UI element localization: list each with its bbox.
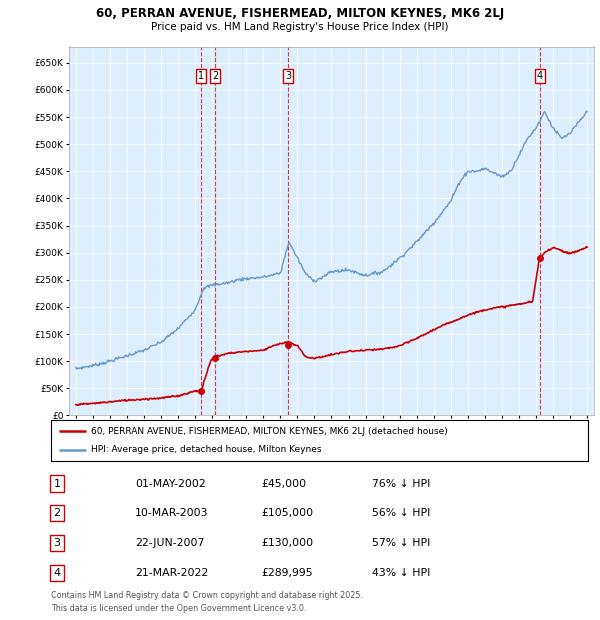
Text: 1: 1 [53,479,61,489]
Text: 4: 4 [536,71,542,81]
Text: 57% ↓ HPI: 57% ↓ HPI [372,538,430,548]
Text: 56% ↓ HPI: 56% ↓ HPI [372,508,430,518]
Text: Contains HM Land Registry data © Crown copyright and database right 2025.: Contains HM Land Registry data © Crown c… [51,590,363,600]
Text: £105,000: £105,000 [261,508,313,518]
Text: 43% ↓ HPI: 43% ↓ HPI [372,568,430,578]
Text: £45,000: £45,000 [261,479,306,489]
Text: 3: 3 [53,538,61,548]
Text: £130,000: £130,000 [261,538,313,548]
Text: 76% ↓ HPI: 76% ↓ HPI [372,479,430,489]
Text: 4: 4 [53,568,61,578]
Text: 21-MAR-2022: 21-MAR-2022 [135,568,208,578]
Text: 2: 2 [53,508,61,518]
Text: 22-JUN-2007: 22-JUN-2007 [135,538,205,548]
Text: Price paid vs. HM Land Registry's House Price Index (HPI): Price paid vs. HM Land Registry's House … [151,22,449,32]
Text: HPI: Average price, detached house, Milton Keynes: HPI: Average price, detached house, Milt… [91,445,322,454]
Text: 10-MAR-2003: 10-MAR-2003 [135,508,209,518]
Text: £289,995: £289,995 [261,568,313,578]
Text: This data is licensed under the Open Government Licence v3.0.: This data is licensed under the Open Gov… [51,603,307,613]
Text: 60, PERRAN AVENUE, FISHERMEAD, MILTON KEYNES, MK6 2LJ (detached house): 60, PERRAN AVENUE, FISHERMEAD, MILTON KE… [91,427,448,436]
Text: 3: 3 [285,71,291,81]
Text: 1: 1 [198,71,204,81]
Text: 01-MAY-2002: 01-MAY-2002 [135,479,206,489]
Text: 60, PERRAN AVENUE, FISHERMEAD, MILTON KEYNES, MK6 2LJ: 60, PERRAN AVENUE, FISHERMEAD, MILTON KE… [96,7,504,20]
Text: 2: 2 [212,71,218,81]
